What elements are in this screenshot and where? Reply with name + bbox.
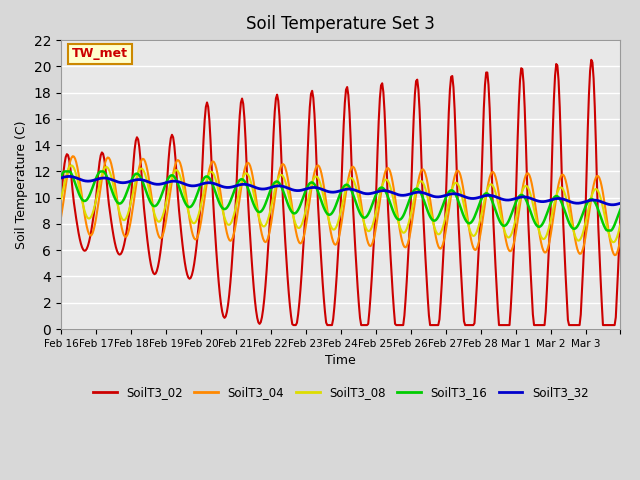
X-axis label: Time: Time <box>325 354 356 367</box>
Title: Soil Temperature Set 3: Soil Temperature Set 3 <box>246 15 435 33</box>
Y-axis label: Soil Temperature (C): Soil Temperature (C) <box>15 120 28 249</box>
Legend: SoilT3_02, SoilT3_04, SoilT3_08, SoilT3_16, SoilT3_32: SoilT3_02, SoilT3_04, SoilT3_08, SoilT3_… <box>88 382 593 404</box>
Text: TW_met: TW_met <box>72 48 128 60</box>
